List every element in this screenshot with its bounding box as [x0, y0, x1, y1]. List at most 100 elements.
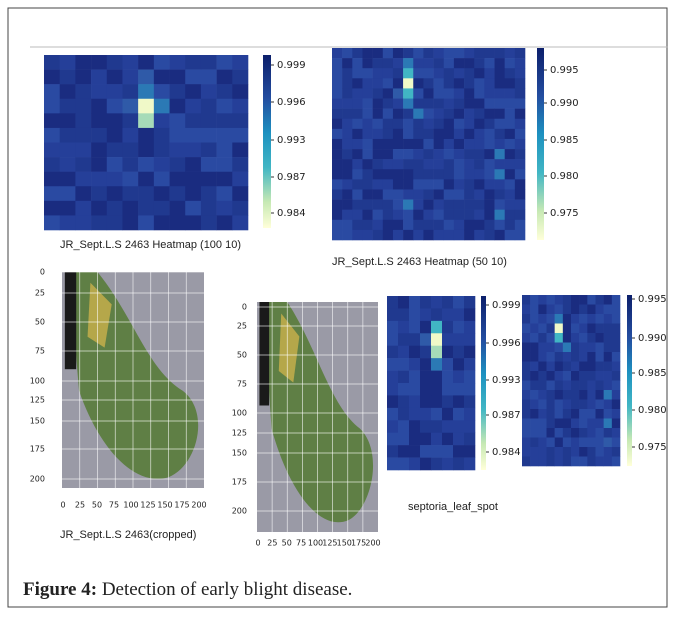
heatmap-cell	[538, 305, 546, 315]
y-tick-label: 0	[40, 268, 45, 277]
heatmap-cell	[373, 159, 383, 169]
heatmap-cell	[453, 458, 464, 471]
heatmap-cell	[122, 113, 138, 128]
y-tick-label: 100	[30, 377, 45, 386]
heatmap-cell	[604, 305, 612, 315]
heatmap-cell	[138, 84, 154, 99]
heatmap-cell	[393, 48, 403, 58]
heatmap-cell	[185, 172, 201, 187]
heatmap-cell	[201, 186, 217, 201]
heatmap-cell	[571, 371, 579, 381]
heatmap-cell	[383, 189, 393, 199]
heatmap-cell	[342, 78, 352, 88]
heatmap-cell	[332, 119, 342, 129]
heatmap-cell	[403, 139, 413, 149]
heatmap-cell	[434, 200, 444, 210]
heatmap-cell	[409, 333, 420, 346]
heatmap-cell	[60, 113, 76, 128]
heatmap-cell	[154, 157, 170, 172]
heatmap-cell	[555, 314, 563, 324]
heatmap-cell	[444, 109, 454, 119]
heatmap-cell	[612, 352, 620, 362]
heatmap-cell	[398, 371, 409, 384]
colorbar-tick-label: 0.980	[550, 171, 579, 182]
heatmap-cell	[431, 371, 442, 384]
heatmap-cell	[420, 420, 431, 433]
heatmap-cell	[423, 200, 433, 210]
heatmap-cell	[387, 445, 398, 458]
heatmap-cell	[444, 179, 454, 189]
heatmap-cell	[423, 78, 433, 88]
heatmap-cell	[453, 383, 464, 396]
heatmap-cell	[484, 179, 494, 189]
heatmap-cell	[170, 215, 186, 230]
heatmap-cell	[403, 58, 413, 68]
heatmap-cell	[596, 324, 604, 334]
heatmap-cell	[454, 159, 464, 169]
heatmap-cell	[484, 88, 494, 98]
heatmap-cell	[579, 371, 587, 381]
heatmap-cell	[352, 159, 362, 169]
heatmap-cell	[530, 400, 538, 410]
heatmap-cell	[434, 189, 444, 199]
heatmap-cell	[612, 343, 620, 353]
heatmap-cell	[495, 200, 505, 210]
heatmap-cell	[44, 186, 60, 201]
heatmap-cell	[495, 210, 505, 220]
y-tick-label: 175	[30, 445, 45, 454]
heatmap-cell	[201, 201, 217, 216]
heatmap-cell	[332, 200, 342, 210]
heatmap-cell	[434, 169, 444, 179]
heatmap-cell	[505, 58, 515, 68]
heatmap-cell	[474, 48, 484, 58]
heatmap-cell	[522, 447, 530, 457]
heatmap-cell	[434, 109, 444, 119]
heatmap-cell	[44, 215, 60, 230]
heatmap-cell	[352, 220, 362, 230]
heatmap-cell	[413, 99, 423, 109]
heatmap-cell	[444, 68, 454, 78]
heatmap-cell	[442, 408, 453, 421]
heatmap-cell	[579, 447, 587, 457]
heatmap-cell	[107, 201, 123, 216]
heatmap-cell	[332, 189, 342, 199]
heatmap-cell	[474, 200, 484, 210]
heatmap-cell	[464, 169, 474, 179]
heatmap-cell	[373, 149, 383, 159]
heatmap-cell	[232, 215, 248, 230]
heatmap-cell	[444, 48, 454, 58]
heatmap-cell	[604, 314, 612, 324]
heatmap-cell	[352, 200, 362, 210]
heatmap-cell	[362, 68, 372, 78]
y-tick-label: 175	[232, 478, 247, 487]
heatmap-cell	[122, 143, 138, 158]
heatmap-cell	[201, 128, 217, 143]
heatmap-cell	[431, 333, 442, 346]
heatmap-cell	[413, 68, 423, 78]
heatmap-cell	[579, 419, 587, 429]
heatmap-cell	[495, 119, 505, 129]
heatmap-cell	[453, 395, 464, 408]
heatmap-cell	[571, 333, 579, 343]
heatmap-cell	[332, 230, 342, 240]
heatmap-cell	[587, 352, 595, 362]
heatmap-cell	[122, 201, 138, 216]
heatmap-cell	[571, 305, 579, 315]
heatmap-cell	[431, 408, 442, 421]
heatmap-cell	[383, 78, 393, 88]
heatmap-cell	[138, 201, 154, 216]
heatmap-cell	[442, 383, 453, 396]
leaf-shadow	[259, 302, 269, 406]
heatmap-cell	[571, 324, 579, 334]
heatmap-cell	[91, 113, 107, 128]
heatmap-cell	[464, 189, 474, 199]
heatmap-cell	[398, 395, 409, 408]
heatmap-cell	[563, 314, 571, 324]
heatmap-cell	[587, 409, 595, 419]
heatmap-cell	[563, 447, 571, 457]
heatmap-cell	[423, 139, 433, 149]
heatmap-cell	[373, 129, 383, 139]
heatmap-cell	[464, 88, 474, 98]
heatmap-cell	[604, 438, 612, 448]
heatmap-cell	[571, 409, 579, 419]
